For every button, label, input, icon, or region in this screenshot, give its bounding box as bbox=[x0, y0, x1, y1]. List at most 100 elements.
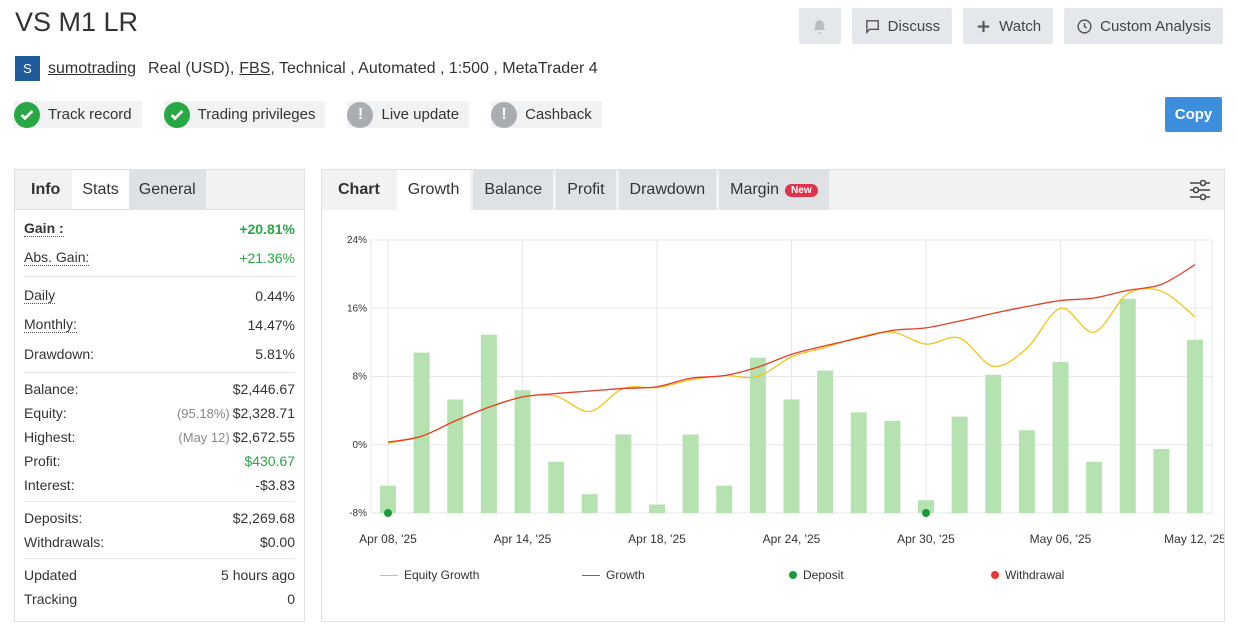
badge-track-record: Track record bbox=[14, 101, 142, 128]
stat-row-gain: Gain : +20.81% bbox=[24, 214, 295, 243]
bar bbox=[682, 434, 699, 513]
bar bbox=[1187, 339, 1203, 513]
tab-stats[interactable]: Stats bbox=[72, 170, 129, 209]
deposit-marker bbox=[384, 509, 392, 517]
bar bbox=[716, 485, 733, 513]
stat-row-balance: Balance: $2,446.67 bbox=[24, 377, 295, 401]
tab-growth[interactable]: Growth bbox=[396, 170, 471, 210]
y-tick-label: 8% bbox=[353, 372, 368, 383]
bar bbox=[1086, 461, 1103, 513]
stat-label: Highest: bbox=[24, 429, 76, 445]
exclamation-icon: ! bbox=[347, 101, 374, 128]
account-meta: S sumotrading Real (USD), FBS , Technica… bbox=[15, 56, 598, 81]
bar bbox=[514, 390, 531, 513]
legend-label: Growth bbox=[606, 568, 645, 582]
bar bbox=[1153, 449, 1170, 513]
custom-analysis-button[interactable]: Custom Analysis bbox=[1064, 8, 1223, 44]
stat-row-highest: Highest: (May 12) $2,672.55 bbox=[24, 425, 295, 449]
stat-label: Drawdown: bbox=[24, 345, 95, 362]
stat-row-profit: Profit: $430.67 bbox=[24, 449, 295, 473]
x-tick-label: Apr 18, '25 bbox=[628, 532, 686, 546]
stat-row-tracking: Tracking 0 bbox=[24, 587, 295, 611]
stat-value: 5.81% bbox=[255, 345, 295, 362]
bar bbox=[1018, 430, 1035, 513]
avatar[interactable]: S bbox=[15, 56, 40, 81]
discuss-button[interactable]: Discuss bbox=[851, 8, 953, 44]
account-type: Real (USD), bbox=[148, 59, 235, 77]
bar bbox=[581, 494, 598, 513]
stat-group-gain: Gain : +20.81% Abs. Gain: +21.36% bbox=[24, 210, 295, 277]
growth-chart: 24% 16% 8% 0% -8% Apr 08, '25 Apr 14, '25 Apr 1… bbox=[347, 235, 1224, 546]
deposit-marker bbox=[922, 509, 930, 517]
stat-group-updated: Updated 5 hours ago Tracking 0 bbox=[24, 559, 295, 615]
chart-tabbar: Chart Growth Balance Profit Drawdown Mar… bbox=[322, 170, 1224, 210]
legend-label: Equity Growth bbox=[404, 568, 480, 582]
legend-label: Withdrawal bbox=[1005, 568, 1065, 582]
stat-value: $430.67 bbox=[244, 453, 295, 469]
x-tick-label: May 12, '25 bbox=[1164, 532, 1224, 546]
stat-group-rates: Daily 0.44% Monthly: 14.47% Drawdown: 5.… bbox=[24, 277, 295, 373]
bar bbox=[749, 357, 766, 513]
stat-row-equity: Equity: (95.18%) $2,328.71 bbox=[24, 401, 295, 425]
watch-button[interactable]: Watch bbox=[963, 8, 1054, 44]
custom-analysis-label: Custom Analysis bbox=[1100, 17, 1211, 35]
broker-link[interactable]: FBS bbox=[239, 59, 271, 77]
legend-equity-growth[interactable]: Equity Growth bbox=[380, 568, 479, 582]
stat-value: +21.36% bbox=[239, 249, 295, 266]
tab-profit[interactable]: Profit bbox=[556, 170, 616, 210]
stat-group-deposits: Deposits: $2,269.68 Withdrawals: $0.00 bbox=[24, 502, 295, 559]
copy-button[interactable]: Copy bbox=[1165, 97, 1222, 132]
badge-live-update: ! Live update bbox=[347, 101, 470, 128]
stat-label: Interest: bbox=[24, 477, 75, 493]
legend-deposit[interactable]: Deposit bbox=[789, 568, 844, 582]
top-actions: Discuss Watch Custom Analysis bbox=[798, 8, 1223, 44]
tab-general[interactable]: General bbox=[128, 170, 206, 209]
badge-label: Track record bbox=[48, 106, 132, 123]
comment-icon bbox=[865, 19, 879, 34]
badge-label: Live update bbox=[381, 106, 460, 123]
bar bbox=[951, 416, 968, 513]
chart-panel: Chart Growth Balance Profit Drawdown Mar… bbox=[321, 169, 1225, 622]
stat-label[interactable]: Gain : bbox=[24, 219, 64, 237]
y-tick-label: -8% bbox=[349, 508, 367, 519]
x-tick-label: Apr 24, '25 bbox=[763, 532, 821, 546]
badge-label: Trading privileges bbox=[197, 106, 316, 123]
bar bbox=[783, 399, 800, 513]
stat-row-daily: Daily 0.44% bbox=[24, 281, 295, 310]
username-link[interactable]: sumotrading bbox=[48, 59, 137, 77]
legend-growth[interactable]: Growth bbox=[582, 568, 645, 582]
sliders-icon[interactable] bbox=[1188, 178, 1212, 202]
check-icon bbox=[14, 101, 40, 128]
tab-margin[interactable]: Margin New bbox=[719, 170, 829, 210]
bar bbox=[817, 370, 834, 513]
y-tick-label: 16% bbox=[347, 303, 367, 314]
stat-label[interactable]: Monthly: bbox=[24, 315, 77, 333]
stat-note: (95.18%) bbox=[176, 406, 230, 421]
stat-value: 0 bbox=[287, 591, 295, 607]
stat-amount: $2,672.55 bbox=[232, 429, 295, 445]
bar bbox=[447, 399, 464, 513]
bar bbox=[615, 434, 632, 513]
stat-label: Profit: bbox=[24, 453, 61, 469]
stat-group-balance: Balance: $2,446.67 Equity: (95.18%) $2,32… bbox=[24, 373, 295, 502]
stat-label: Tracking bbox=[24, 591, 78, 607]
tab-chart: Chart bbox=[338, 181, 380, 198]
legend-withdrawal[interactable]: Withdrawal bbox=[991, 568, 1064, 582]
x-tick-label: May 06, '25 bbox=[1030, 532, 1092, 546]
stat-label[interactable]: Abs. Gain: bbox=[24, 248, 90, 266]
stat-label[interactable]: Daily bbox=[24, 286, 56, 304]
bar bbox=[480, 334, 497, 513]
tab-balance[interactable]: Balance bbox=[473, 170, 554, 210]
stat-value: -$3.83 bbox=[255, 477, 295, 493]
stat-label: Withdrawals: bbox=[24, 534, 105, 550]
stat-note: (May 12) bbox=[178, 430, 230, 445]
y-tick-label: 24% bbox=[347, 235, 367, 246]
bar bbox=[649, 504, 665, 513]
notify-button[interactable] bbox=[798, 8, 841, 44]
legend-label: Deposit bbox=[803, 568, 844, 582]
stat-value: +20.81% bbox=[239, 220, 295, 237]
stat-value: 0.44% bbox=[255, 287, 295, 304]
tab-drawdown[interactable]: Drawdown bbox=[618, 170, 717, 210]
legend-line bbox=[380, 574, 398, 576]
badge-trading-privileges: Trading privileges bbox=[163, 101, 326, 128]
